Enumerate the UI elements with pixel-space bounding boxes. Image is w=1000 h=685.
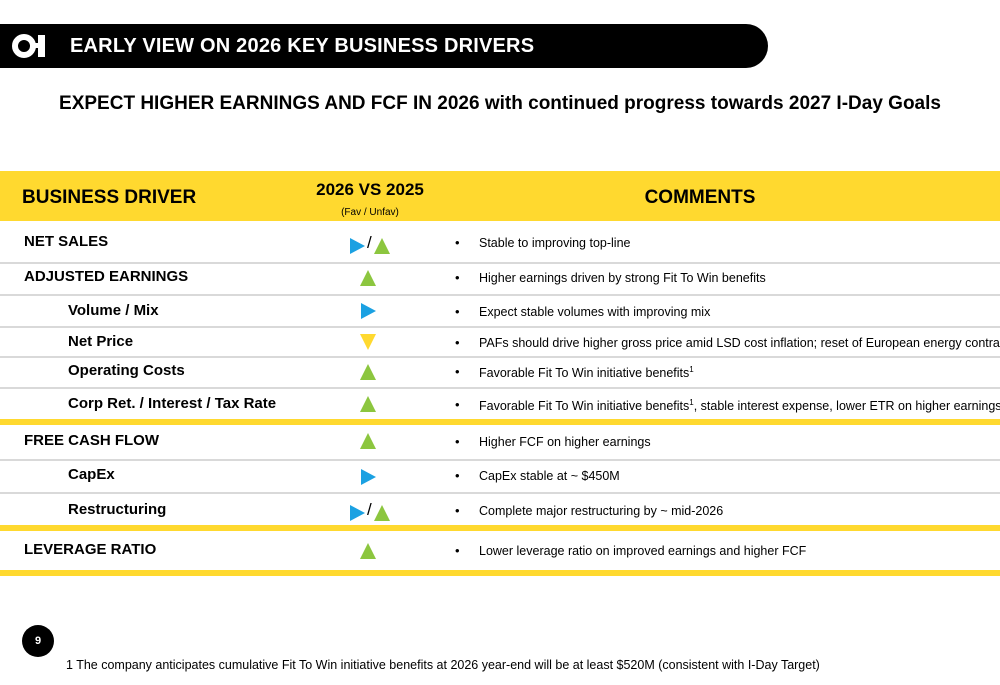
row-divider: [0, 492, 1000, 494]
comparison-indicator: /: [340, 233, 400, 254]
header-comparison: 2026 VS 2025: [316, 180, 424, 199]
comment-main: Expect stable volumes with improving mix: [479, 305, 711, 319]
comment-text: Stable to improving top-line: [479, 236, 630, 250]
comment-main: Favorable Fit To Win initiative benefits: [479, 399, 690, 414]
oi-logo-icon: [12, 34, 45, 58]
driver-label: Restructuring: [68, 501, 167, 518]
right-arrow-icon: [350, 505, 365, 521]
comparison-indicator: [340, 300, 400, 320]
comparison-indicator: [340, 430, 400, 450]
driver-label: Volume / Mix: [68, 302, 159, 319]
comment-text: Lower leverage ratio on improved earning…: [479, 544, 806, 558]
right-arrow-icon: [361, 303, 376, 319]
bullet-icon: •: [455, 468, 460, 483]
comment-text: CapEx stable at ~ $450M: [479, 469, 620, 483]
up-triangle-icon: [360, 433, 376, 449]
indicator-separator: /: [367, 500, 372, 519]
driver-label: Operating Costs: [68, 362, 185, 379]
header-business-driver: BUSINESS DRIVER: [22, 187, 197, 208]
comparison-indicator: [340, 393, 400, 413]
subtitle: EXPECT HIGHER EARNINGS AND FCF IN 2026 w…: [0, 93, 1000, 115]
page-number: 9: [22, 625, 54, 657]
comparison-indicator: [340, 267, 400, 287]
bullet-icon: •: [455, 503, 460, 518]
comment-text: Higher FCF on higher earnings: [479, 435, 651, 449]
comment-text: PAFs should drive higher gross price ami…: [479, 336, 1000, 350]
bullet-icon: •: [455, 270, 460, 285]
section-divider: [0, 525, 1000, 531]
driver-label: ADJUSTED EARNINGS: [24, 268, 189, 285]
up-triangle-icon: [374, 505, 390, 521]
section-divider: [0, 570, 1000, 576]
title-bar: EARLY VIEW ON 2026 KEY BUSINESS DRIVERS: [0, 24, 768, 68]
row-divider: [0, 356, 1000, 358]
bullet-icon: •: [455, 397, 460, 412]
up-triangle-icon: [374, 238, 390, 254]
comment-main: Stable to improving top-line: [479, 236, 631, 250]
driver-label: Corp Ret. / Interest / Tax Rate: [68, 395, 277, 412]
right-arrow-icon: [350, 238, 365, 254]
indicator-separator: /: [367, 233, 372, 252]
driver-label: NET SALES: [24, 233, 109, 250]
comment-text: Favorable Fit To Win initiative benefits…: [479, 398, 1000, 413]
comment-main: Favorable Fit To Win initiative benefits: [479, 366, 690, 381]
header-comments: COMMENTS: [644, 187, 756, 208]
bullet-icon: •: [455, 335, 460, 350]
section-divider: [0, 419, 1000, 425]
row-divider: [0, 326, 1000, 328]
bullet-icon: •: [455, 434, 460, 449]
right-arrow-icon: [361, 469, 376, 485]
comment-main: Lower leverage ratio on improved earning…: [479, 544, 807, 558]
comparison-indicator: [340, 361, 400, 381]
up-triangle-icon: [360, 396, 376, 412]
up-triangle-icon: [360, 270, 376, 286]
comment-main: PAFs should drive higher gross price ami…: [479, 336, 1000, 350]
comment-text: Favorable Fit To Win initiative benefits…: [479, 365, 694, 380]
bullet-icon: •: [455, 235, 460, 250]
comment-text: Higher earnings driven by strong Fit To …: [479, 271, 766, 285]
bullet-icon: •: [455, 543, 460, 558]
comment-main: Complete major restructuring by ~ mid-20…: [479, 504, 724, 518]
row-divider: [0, 459, 1000, 461]
bullet-icon: •: [455, 304, 460, 319]
comment-tail: , stable interest expense, lower ETR on …: [693, 399, 1000, 414]
comment-main: Higher earnings driven by strong Fit To …: [479, 271, 766, 285]
up-triangle-icon: [360, 364, 376, 380]
footnote-marker: 1: [689, 398, 694, 407]
up-triangle-icon: [360, 543, 376, 559]
subtitle-rest: with continued progress towards 2027 I-D…: [479, 93, 941, 114]
driver-label: Net Price: [68, 333, 134, 350]
comment-main: Higher FCF on higher earnings: [479, 435, 651, 449]
comparison-indicator: [340, 540, 400, 560]
driver-label: FREE CASH FLOW: [24, 432, 159, 449]
row-divider: [0, 294, 1000, 296]
row-divider: [0, 387, 1000, 389]
comment-text: Expect stable volumes with improving mix: [479, 305, 710, 319]
comparison-indicator: /: [340, 500, 400, 521]
table-header-band: [0, 171, 1000, 221]
footnote: 1 The company anticipates cumulative Fit…: [66, 658, 820, 672]
header-comparison-sub: (Fav / Unfav): [341, 207, 399, 218]
bullet-icon: •: [455, 364, 460, 379]
subtitle-bold: EXPECT HIGHER EARNINGS AND FCF IN 2026: [59, 93, 480, 114]
driver-label: LEVERAGE RATIO: [24, 541, 157, 558]
row-divider: [0, 262, 1000, 264]
comparison-indicator: [340, 466, 400, 486]
page-title: EARLY VIEW ON 2026 KEY BUSINESS DRIVERS: [70, 35, 535, 57]
driver-label: CapEx: [68, 466, 115, 483]
comment-text: Complete major restructuring by ~ mid-20…: [479, 504, 723, 518]
footnote-marker: 1: [689, 365, 694, 374]
comparison-indicator: [340, 331, 400, 351]
down-triangle-icon: [360, 334, 376, 350]
comment-main: CapEx stable at ~ $450M: [479, 469, 620, 483]
